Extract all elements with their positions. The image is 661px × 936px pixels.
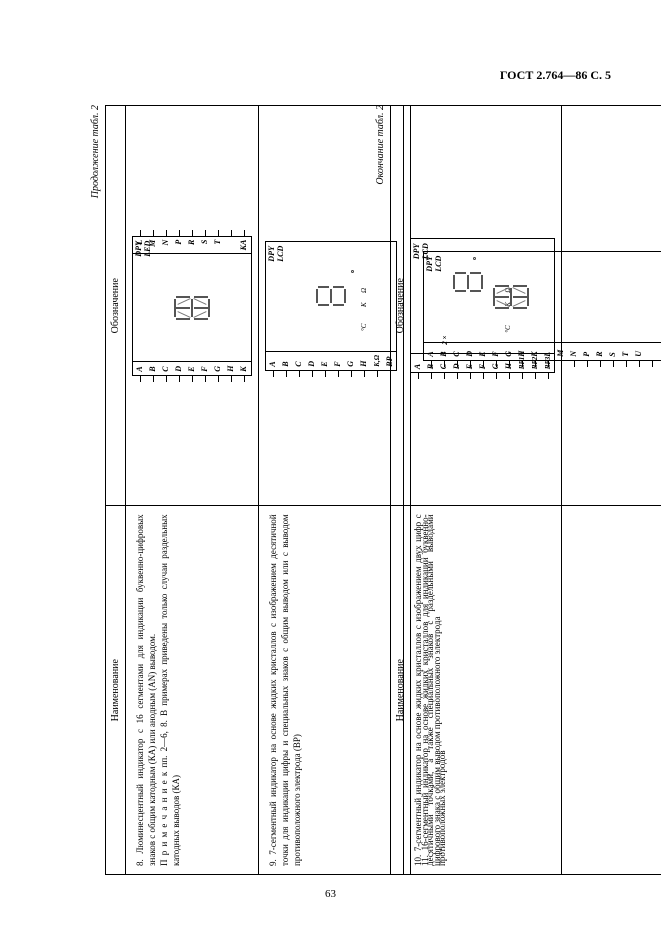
pin-label: A	[133, 362, 146, 374]
pin-label: D	[305, 352, 318, 370]
display-body	[424, 252, 661, 343]
extra-label: K	[360, 302, 368, 307]
sixteen-segment-icon	[174, 296, 210, 320]
schematic-16seg-lcd: DPY LCD A B C D E F G H	[423, 251, 661, 361]
pin-label: R	[593, 343, 606, 359]
pin-label: C	[292, 352, 305, 370]
pin-label: M	[554, 343, 567, 359]
pin-label: N	[567, 343, 580, 359]
pin-label: K	[237, 362, 250, 374]
pin-label: E	[185, 362, 198, 374]
pin-label: E	[476, 343, 489, 359]
pin-label: T	[619, 343, 632, 359]
pin-label	[224, 237, 237, 254]
pin-label: B	[437, 343, 450, 359]
pin-column-left: A B C D E F G H K	[133, 361, 251, 374]
pin-label: L	[541, 343, 554, 359]
schematic-16seg-led: DPY LED A B C D E F G H	[132, 236, 252, 376]
pin-label: F	[198, 362, 211, 374]
pin-label: C	[450, 343, 463, 359]
pin-label: D	[463, 343, 476, 359]
pin-column-left: A B C D E F G H K L	[424, 342, 661, 359]
naim-cell: 8. Люминесцентный индикатор с 16 сегмент…	[126, 505, 258, 874]
pin-label: KA	[237, 237, 250, 254]
pin-label: G	[211, 362, 224, 374]
pin-label: A	[266, 352, 279, 370]
right-caption: Окончание табл. 2	[375, 105, 386, 875]
pin-label: F	[331, 352, 344, 370]
oboz-cell: DPY LED A B C D E F G H	[126, 106, 258, 505]
col-header-oboz: Обозначение	[391, 106, 410, 505]
decimal-dot-icon	[351, 270, 354, 273]
table-row: 11. 16-сегментный индикатор на основе жи…	[411, 105, 661, 875]
left-column: Продолжение табл. 2 Наименование Обознач…	[90, 105, 335, 875]
sixteen-segment-icon	[493, 285, 529, 309]
pin-label: P	[580, 343, 593, 359]
pin-label: R	[185, 237, 198, 254]
left-header-row: Наименование Обозначение	[105, 105, 126, 875]
pin-label: G	[502, 343, 515, 359]
pin-label: B	[146, 362, 159, 374]
display-body	[133, 254, 251, 361]
page-header: ГОСТ 2.764—86 С. 5	[500, 68, 611, 83]
table-row: 8. Люминесцентный индикатор с 16 сегмент…	[126, 105, 259, 875]
extra-label: °C	[360, 324, 368, 331]
pin-label	[645, 343, 658, 359]
pin-column-right: L M N P R S T KA	[133, 237, 251, 255]
right-header-row: Наименование Обозначение	[390, 105, 411, 875]
left-caption: Продолжение табл. 2	[90, 105, 101, 875]
naim-cell: 11. 16-сегментный индикатор на основе жи…	[411, 505, 661, 874]
content-area: Продолжение табл. 2 Наименование Обознач…	[90, 105, 620, 875]
pin-label: E	[318, 352, 331, 370]
pin-label: G	[344, 352, 357, 370]
col-header-oboz: Обозначение	[106, 106, 125, 505]
pin-label: L	[133, 237, 146, 254]
pin-label: H	[357, 352, 370, 370]
right-column: Окончание табл. 2 Наименование Обозначен…	[375, 105, 620, 875]
oboz-cell: DPY LCD A B C D E F G H	[411, 106, 661, 505]
pin-label: H	[224, 362, 237, 374]
page: ГОСТ 2.764—86 С. 5 Продолжение табл. 2 Н…	[0, 0, 661, 936]
col-header-naim: Наименование	[391, 505, 410, 874]
pin-label: S	[198, 237, 211, 254]
pin-label: M	[146, 237, 159, 254]
page-number: 63	[325, 888, 336, 900]
pin-label: A	[424, 343, 437, 359]
pin-label: F	[489, 343, 502, 359]
col-header-naim: Наименование	[106, 505, 125, 874]
pin-label: U	[632, 343, 645, 359]
pin-label: N	[159, 237, 172, 254]
pin-label: B	[279, 352, 292, 370]
pin-label: K	[528, 343, 541, 359]
pin-label: D	[172, 362, 185, 374]
extra-label: Ω	[360, 288, 368, 293]
pin-label: S	[606, 343, 619, 359]
seven-segment-icon	[316, 286, 346, 306]
pin-label: P	[172, 237, 185, 254]
pin-label: H	[515, 343, 528, 359]
pin-label: C	[159, 362, 172, 374]
pin-label: T	[211, 237, 224, 254]
